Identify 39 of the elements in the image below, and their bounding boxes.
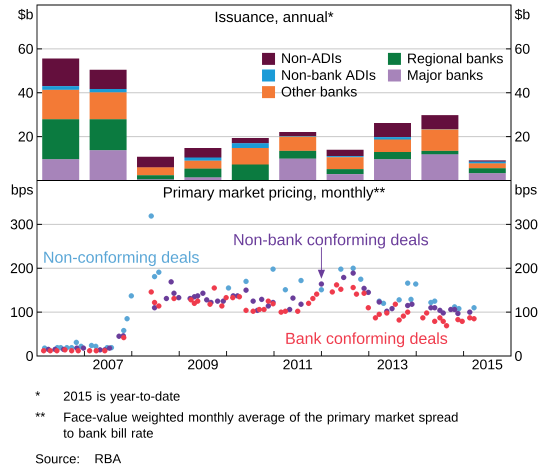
y-tick-label: 40 bbox=[18, 88, 33, 98]
y2-tick-label: 300 bbox=[515, 219, 538, 230]
y-tick-label: 200 bbox=[10, 263, 33, 274]
y-axis-title: $b bbox=[18, 8, 33, 20]
legend-label: Non-ADIs bbox=[282, 53, 342, 64]
y2-tick-label: 100 bbox=[516, 307, 538, 318]
legend-label: Other banks bbox=[282, 86, 357, 97]
legend-label: Regional banks bbox=[408, 53, 503, 66]
x-tick-label: 2011 bbox=[283, 360, 312, 370]
series-label: Bank conforming deals bbox=[286, 332, 448, 348]
text: Face-value weighted monthly average of the primary market spread to bank bill rate bbox=[63, 412, 458, 438]
legend-label: Major banks bbox=[408, 70, 483, 83]
chart-title: Primary market pricing, monthly** bbox=[164, 186, 386, 201]
source-note: Source: bbox=[36, 454, 79, 464]
y2-tick-label: 60 bbox=[515, 44, 530, 54]
y-tick-label: 0 bbox=[26, 351, 33, 361]
x-tick-label: 2015 bbox=[472, 360, 502, 370]
x-tick-label: 2009 bbox=[188, 360, 218, 370]
y-tick-label: 20 bbox=[18, 132, 33, 142]
y2-tick-label: 0 bbox=[515, 351, 522, 361]
legend-label: Non-bank ADIs bbox=[282, 70, 376, 80]
x-tick-label: 2013 bbox=[378, 360, 408, 370]
y2-tick-label: 200 bbox=[515, 263, 538, 274]
y-tick-label: 300 bbox=[10, 219, 33, 230]
text: RBA bbox=[95, 454, 122, 464]
y-axis-title: bps bbox=[12, 184, 33, 198]
y2-tick-label: 40 bbox=[514, 88, 530, 98]
y-tick-label: 100 bbox=[11, 307, 33, 318]
chart-title: Issuance, annual* bbox=[216, 11, 334, 24]
y2-tick-label: 20 bbox=[515, 132, 530, 142]
y-tick-label: 60 bbox=[18, 44, 33, 54]
text: Non-bank conforming deals bbox=[234, 234, 428, 249]
y2-axis-title: bps bbox=[515, 184, 537, 198]
text: Non-conforming deals bbox=[44, 251, 199, 266]
text: * bbox=[35, 391, 40, 396]
text: ** bbox=[35, 412, 46, 417]
x-tick-label: 2007 bbox=[93, 360, 123, 370]
y2-axis-title: $b bbox=[514, 8, 530, 20]
text: 2015 is year-to-date bbox=[64, 391, 180, 404]
